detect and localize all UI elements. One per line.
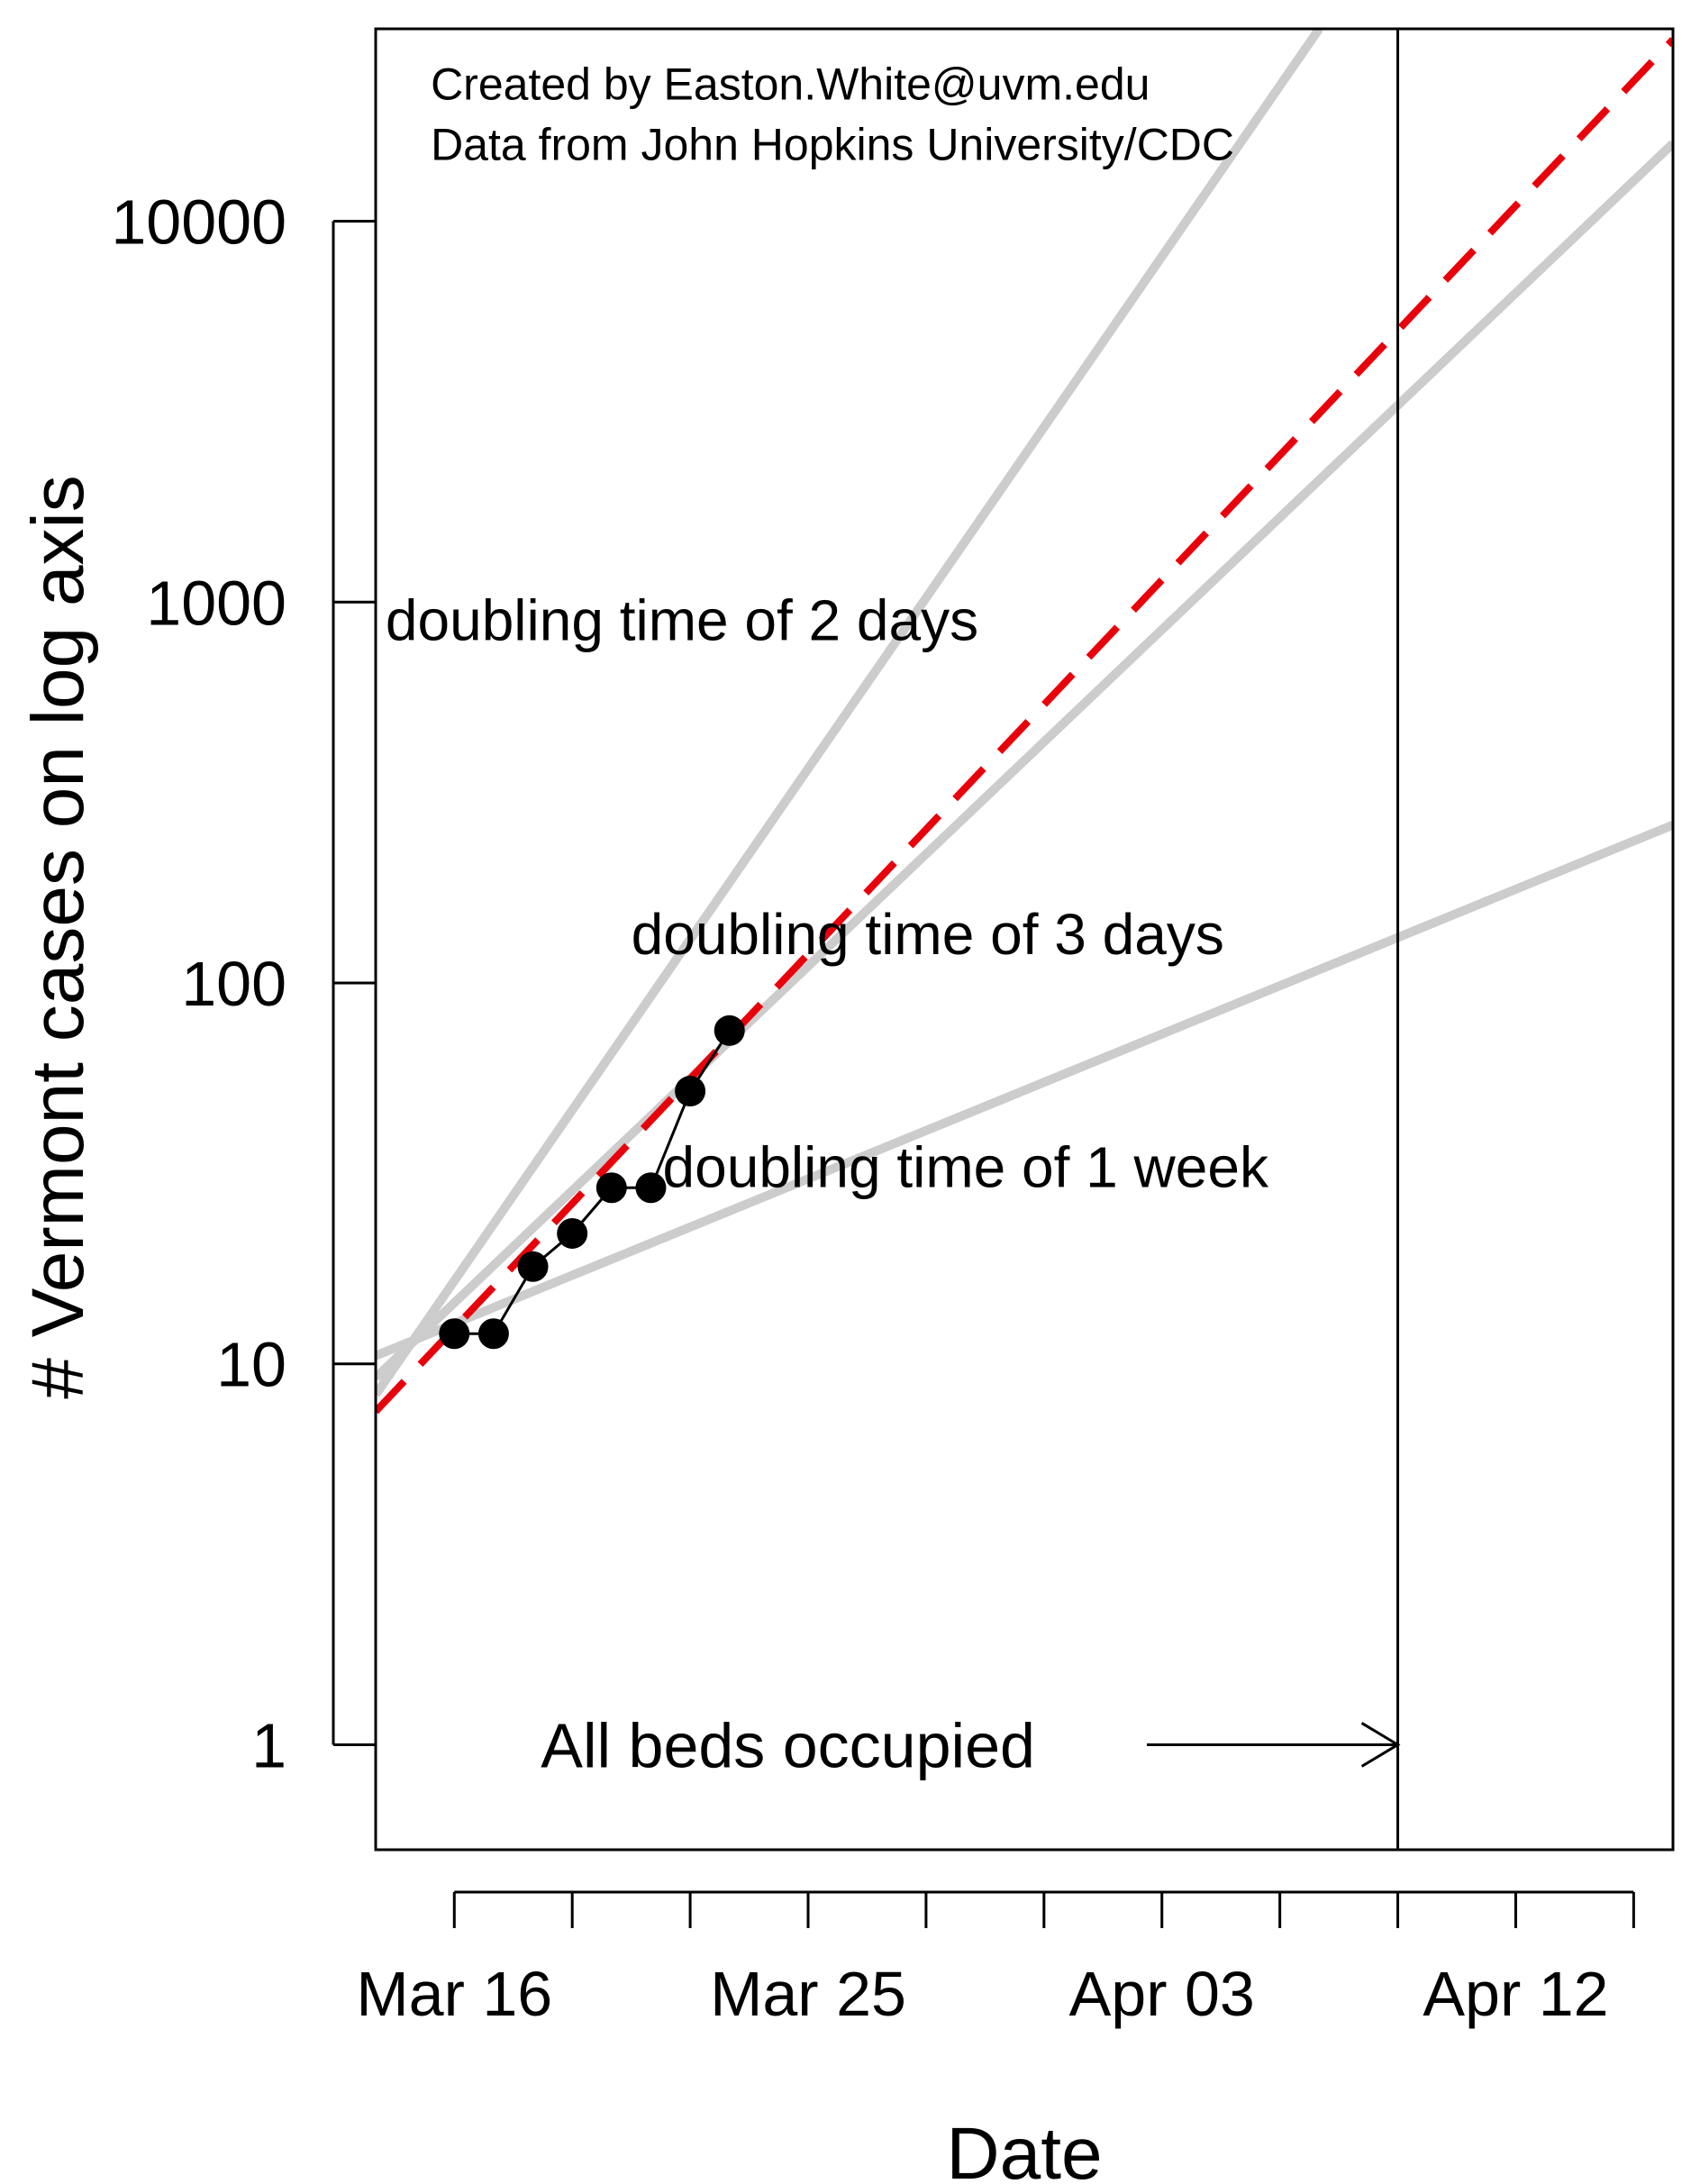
arrow-head — [1360, 1722, 1401, 1768]
annotation-text: doubling time of 3 days — [632, 902, 1224, 967]
observed-point — [675, 1076, 706, 1107]
x-tick-label: Mar 16 — [356, 1959, 552, 2029]
y-axis-title: # Vermont cases on log axis — [17, 475, 99, 1399]
reference-line-3 — [376, 820, 1673, 1360]
reference-line-1 — [376, 29, 1323, 1397]
axes: Mar 16 Mar 25 Apr 03 Apr 12 1 10 100 1000 10000 — [111, 187, 1635, 2029]
y-tick-label: 1000 — [146, 568, 286, 638]
observed-point — [557, 1217, 588, 1249]
x-tick-label: Mar 25 — [710, 1959, 906, 2029]
annotation-text: Data from John Hopkins University/CDC — [431, 119, 1234, 169]
plot-area — [376, 29, 1673, 1850]
annotation-text: All beds occupied — [541, 1711, 1035, 1781]
annotation-text: doubling time of 2 days — [386, 588, 978, 653]
x-axis-title: Date — [946, 2113, 1102, 2184]
y-tick-label: 10000 — [111, 187, 286, 258]
x-tick-label: Apr 12 — [1423, 1959, 1608, 2029]
fit-line-dashed — [376, 37, 1673, 1415]
observed-point — [595, 1172, 627, 1204]
reference-line-2 — [376, 140, 1673, 1381]
y-tick-label: 100 — [181, 949, 286, 1019]
x-tick-label: Apr 03 — [1069, 1959, 1255, 2029]
observed-point — [635, 1172, 667, 1204]
observed-point — [477, 1318, 509, 1350]
annotation-text: Created by Easton.White@uvm.edu — [431, 59, 1150, 110]
observed-point — [439, 1318, 470, 1350]
annotation-text: doubling time of 1 week — [663, 1135, 1269, 1200]
y-tick-label: 10 — [216, 1330, 286, 1400]
plot-border — [374, 27, 1675, 1852]
annotations: Created by Easton.White@uvm.edu Data from… — [386, 59, 1401, 1781]
observed-point — [517, 1251, 549, 1282]
observed-point — [714, 1015, 745, 1046]
y-tick-label: 1 — [251, 1710, 286, 1780]
